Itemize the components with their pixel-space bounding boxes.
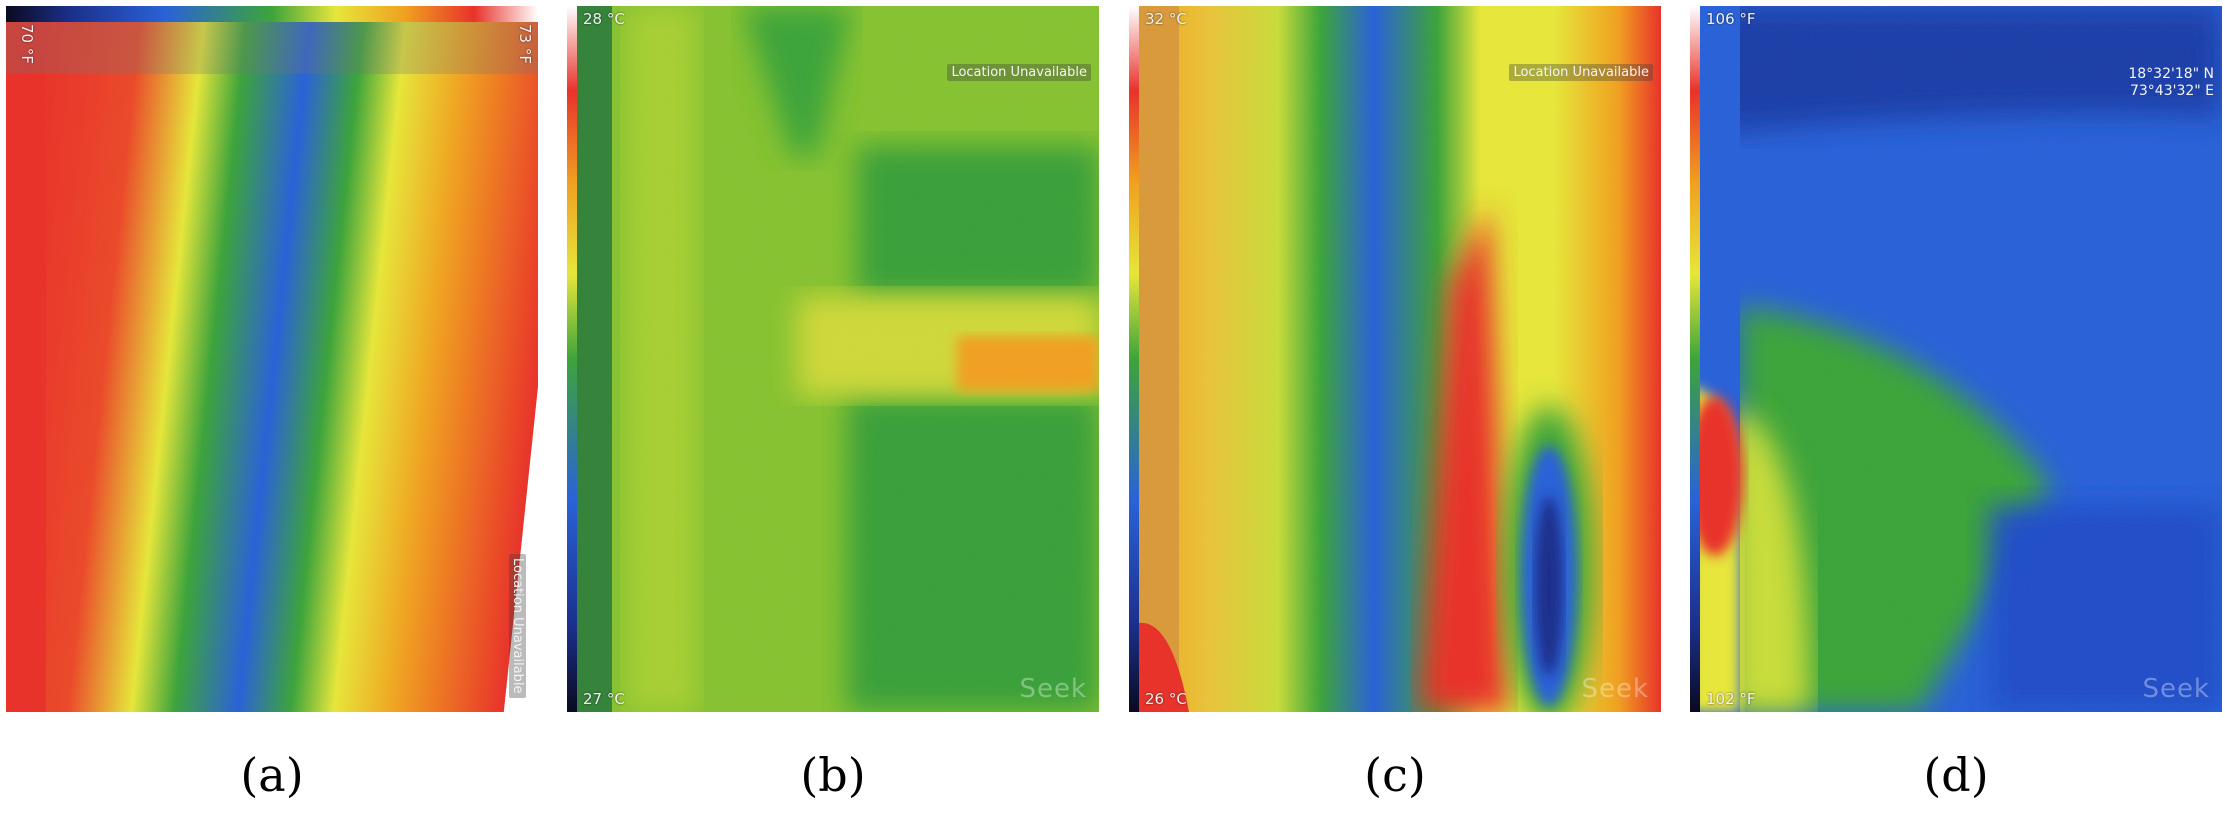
thermal-image-c-graphic — [1129, 6, 1661, 712]
range-low-label: 27 °C — [583, 690, 625, 708]
range-high-label: 106 °F — [1706, 10, 1756, 28]
thermal-panel-d: 106 °F 102 °F 18°32'18" N 73°43'32" E Se… — [1690, 0, 2222, 818]
range-high-label: 28 °C — [583, 10, 625, 28]
caption-c: (c) — [1364, 748, 1426, 802]
gps-coordinates: 18°32'18" N 73°43'32" E — [2128, 66, 2214, 100]
location-label: Location Unavailable — [1509, 64, 1653, 81]
range-high-label: 73 °F — [516, 24, 534, 64]
thermal-panel-a: 70 °F 73 °F Location Unavailable (a) — [6, 0, 538, 818]
thermal-image-c: 32 °C 26 °C Location Unavailable Seek — [1129, 6, 1661, 712]
thermal-image-b-graphic — [567, 6, 1099, 712]
seek-logo: Seek — [1581, 674, 1649, 704]
range-low-label: 102 °F — [1706, 690, 1756, 708]
thermal-image-b: 28 °C 27 °C Location Unavailable Seek — [567, 6, 1099, 712]
thermal-image-a-graphic — [6, 6, 538, 712]
caption-d: (d) — [1923, 748, 1989, 802]
thermal-panel-c: 32 °C 26 °C Location Unavailable Seek (c… — [1129, 0, 1661, 818]
location-label: Location Unavailable — [947, 64, 1091, 81]
location-label: Location Unavailable — [509, 554, 526, 698]
seek-logo: Seek — [1019, 674, 1087, 704]
seek-logo: Seek — [2142, 674, 2210, 704]
range-low-label: 70 °F — [18, 24, 36, 64]
caption-a: (a) — [240, 748, 304, 802]
thermal-image-d: 106 °F 102 °F 18°32'18" N 73°43'32" E Se… — [1690, 6, 2222, 712]
range-high-label: 32 °C — [1145, 10, 1187, 28]
thermal-image-d-graphic — [1690, 6, 2222, 712]
range-low-label: 26 °C — [1145, 690, 1187, 708]
caption-b: (b) — [800, 748, 866, 802]
latitude-label: 18°32'18" N — [2128, 66, 2214, 82]
thermal-panel-b: 28 °C 27 °C Location Unavailable Seek (b… — [567, 0, 1099, 818]
longitude-label: 73°43'32" E — [2129, 83, 2214, 99]
thermal-image-a: 70 °F 73 °F Location Unavailable — [6, 6, 538, 712]
